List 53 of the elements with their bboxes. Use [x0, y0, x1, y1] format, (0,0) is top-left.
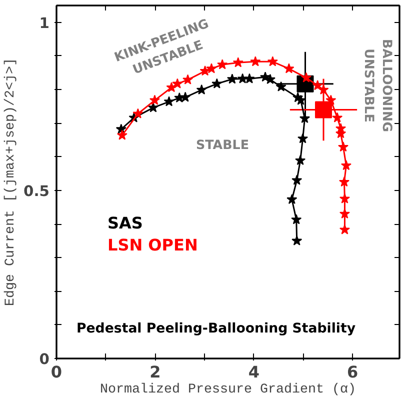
- point: [250, 56, 261, 66]
- y-tick-label: 1: [39, 14, 50, 32]
- point: [291, 214, 302, 224]
- point: [340, 160, 352, 170]
- point: [292, 174, 302, 185]
- point: [180, 92, 191, 102]
- point: [267, 56, 278, 66]
- point: [326, 94, 336, 105]
- point: [298, 133, 308, 144]
- text: Pedestal Peeling-Ballooning Stability: [76, 322, 356, 336]
- point: [172, 78, 183, 88]
- point: [318, 84, 329, 94]
- x-tick-label: 0: [50, 362, 62, 382]
- point: [292, 235, 302, 246]
- y-tick-label: 0.5: [24, 182, 50, 200]
- point: [276, 81, 286, 92]
- point: [182, 74, 194, 84]
- point: [217, 59, 228, 70]
- point: [237, 73, 248, 84]
- annotation: STABLE: [196, 137, 249, 152]
- point: [232, 57, 244, 68]
- point: [149, 94, 160, 105]
- point: [312, 80, 323, 90]
- annotation: BALLOONING UNSTABLE: [362, 39, 395, 132]
- x-tick-label: 2: [150, 362, 161, 382]
- point: [338, 142, 348, 152]
- y-axis-title: Edge Current [(jmax+jsep)/2<j>]: [4, 58, 19, 306]
- point: [132, 108, 144, 118]
- point: [299, 112, 310, 124]
- text: LSN OPEN: [108, 236, 198, 254]
- point: [284, 63, 294, 74]
- point: [300, 72, 312, 82]
- x-tick-label: 4: [248, 362, 260, 382]
- point: [164, 96, 174, 106]
- y-tick-label: 0: [39, 351, 50, 368]
- point: [206, 63, 217, 74]
- point: [338, 176, 350, 187]
- point: [116, 130, 128, 140]
- point: [339, 193, 350, 204]
- point: [295, 154, 306, 166]
- point: [244, 73, 255, 84]
- point: [339, 224, 350, 234]
- point: [286, 194, 298, 204]
- point: [196, 84, 207, 94]
- point: [212, 78, 222, 88]
- point: [332, 112, 343, 122]
- text: SAS: [108, 214, 143, 232]
- point: [226, 74, 238, 84]
- x-tick-label: 6: [347, 362, 358, 382]
- point: [314, 101, 332, 118]
- x-axis-title: Normalized Pressure Gradient (α): [100, 382, 356, 398]
- point: [148, 102, 158, 112]
- point: [339, 208, 350, 218]
